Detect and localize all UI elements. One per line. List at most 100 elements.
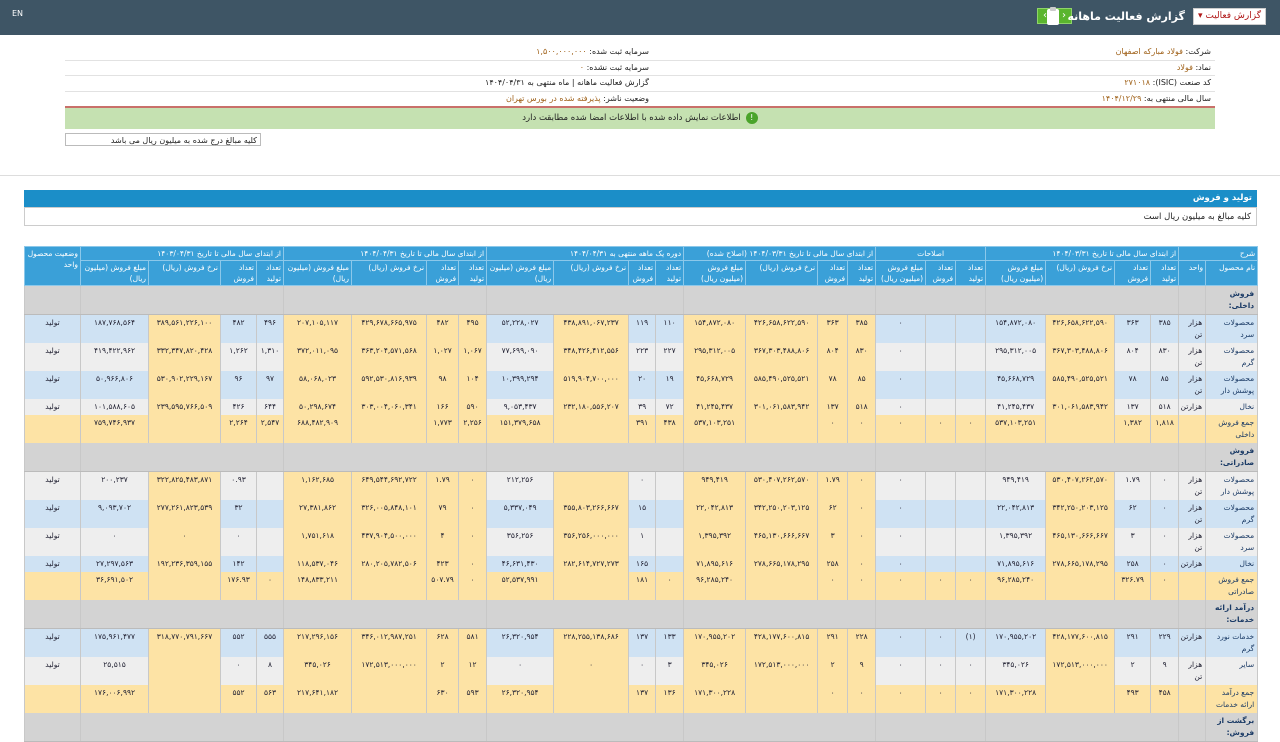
month-sales-rate-cell: ۳۵۶,۲۵۶,۰۰۰,۰۰۰ xyxy=(553,528,630,556)
correction-sales-qty-cell: ۰ xyxy=(925,657,957,685)
column-header-prod: تعداد تولید xyxy=(256,260,285,286)
corrected-sales-rate-cell: ۵۳۰,۴۰۷,۲۶۲,۵۷۰ xyxy=(745,471,819,500)
ytd-sales-qty-cell: ۱,۰۲۷ xyxy=(426,343,460,371)
month-sales-qty-cell: ۳۹ xyxy=(628,399,657,415)
corrected-production-cell: ۰ xyxy=(847,685,877,713)
prev-ytd-sales-qty-cell: ۰ xyxy=(220,657,258,685)
product-status-cell xyxy=(24,685,81,713)
month-sales-amount-cell: ۲۱۲,۲۵۶ xyxy=(486,471,555,500)
publisher-status-label: وضعیت ناشر: xyxy=(603,93,649,103)
corrected-sales-rate-cell xyxy=(745,415,819,443)
prev-ytd-sales-amount-cell: ۹,۰۹۳,۷۰۲ xyxy=(79,500,150,528)
period-production-cell: ۹ xyxy=(1150,657,1180,685)
product-status-cell: تولید xyxy=(24,314,81,343)
period-sales-qty-cell: ۱.۷۹ xyxy=(1114,471,1152,500)
corrected-sales-rate-cell xyxy=(745,572,819,600)
divider xyxy=(65,106,1215,108)
prev-ytd-sales-qty-cell: ۹۶ xyxy=(220,371,258,399)
table-row: خدمات نورد گرم هزارتن ۲۲۹ ۲۹۱ ۴۲۸,۱۷۷,۶۰۰,۸۱… xyxy=(24,628,1259,657)
corrected-sales-qty-cell: ۶۲ xyxy=(817,500,849,528)
verification-message: اطلاعات نمایش داده شده با اطلاعات امضا ش… xyxy=(522,113,741,123)
column-header-amount: مبلغ فروش (میلیون ریال) xyxy=(486,260,555,286)
period-production-cell: ۵۱۸ xyxy=(1150,399,1180,415)
prev-ytd-sales-qty-cell: ۱,۲۶۲ xyxy=(220,343,258,371)
correction-sales-qty-cell xyxy=(925,343,957,371)
prev-ytd-sales-amount-cell: ۴۱۹,۴۲۲,۹۶۲ xyxy=(79,343,150,371)
column-header-sales: تعداد فروش xyxy=(925,260,957,286)
product-name-cell: سایر xyxy=(1205,657,1259,685)
month-sales-amount-cell: ۱۵۱,۳۷۹,۶۵۸ xyxy=(486,415,555,443)
unit-cell: هزار تن xyxy=(1178,657,1207,685)
correction-sales-amount-cell: ۰ xyxy=(875,415,927,443)
correction-production-cell xyxy=(955,399,987,415)
month-sales-qty-cell: ۰ xyxy=(628,471,657,500)
ytd-production-cell: ۱۰۴ xyxy=(458,371,488,399)
page-title: گزارش فعالیت ماهانه xyxy=(1067,10,1185,23)
prev-ytd-sales-qty-cell: ۳۲ xyxy=(220,500,258,528)
corrected-production-cell: ۸۵ xyxy=(847,371,877,399)
prev-ytd-sales-amount-cell: ۳۶,۶۹۱,۵۰۲ xyxy=(79,572,150,600)
unit-cell: هزارتن xyxy=(1178,399,1207,415)
ytd-sales-qty-cell: ۶۲۸ xyxy=(426,628,460,657)
ytd-sales-qty-cell: ۴۲۳ xyxy=(426,556,460,572)
section-note: کلیه مبالغ به میلیون ریال است xyxy=(1143,212,1251,222)
group-header-desc: شرح xyxy=(1178,246,1259,261)
ytd-sales-rate-cell: ۱۷۲,۵۱۳,۰۰۰,۰۰۰ xyxy=(351,657,428,685)
corrected-sales-amount-cell: ۲۹۵,۳۱۲,۰۰۵ xyxy=(683,343,747,371)
period-production-cell: ۸۳۰ xyxy=(1150,343,1180,371)
month-sales-rate-cell xyxy=(553,572,630,600)
prev-ytd-sales-qty-cell: ۱۴۲ xyxy=(220,556,258,572)
column-header-amount: مبلغ فروش (میلیون ریال) xyxy=(79,260,150,286)
section-filler xyxy=(283,443,488,472)
month-production-cell: ۱۳۶ xyxy=(655,685,685,713)
corrected-production-cell: ۰ xyxy=(847,415,877,443)
prev-ytd-sales-rate-cell: ۳۳۲,۳۴۷,۸۲۰,۴۲۸ xyxy=(148,343,222,371)
period-production-cell: ۱,۸۱۸ xyxy=(1150,415,1180,443)
month-sales-rate-cell: ۳۵۵,۸۰۳,۲۶۶,۶۶۷ xyxy=(553,500,630,528)
group-header-corrections: اصلاحات xyxy=(875,246,987,261)
prev-ytd-sales-rate-cell: ۲۳۹,۵۹۵,۷۶۶,۵۰۹ xyxy=(148,399,222,415)
correction-sales-qty-cell xyxy=(925,371,957,399)
correction-sales-amount-cell: ۰ xyxy=(875,343,927,371)
correction-production-cell xyxy=(955,528,987,556)
prev-ytd-sales-qty-cell: ۰ xyxy=(220,528,258,556)
column-header-amount: مبلغ فروش (میلیون ریال) xyxy=(283,260,353,286)
ytd-sales-rate-cell: ۳۶۳,۲۰۴,۵۷۱,۵۶۸ xyxy=(351,343,428,371)
ytd-sales-amount-cell: ۶۸۸,۴۸۲,۹۰۹ xyxy=(283,415,353,443)
ytd-sales-rate-cell: ۳۰۳,۰۰۴,۰۶۰,۳۴۱ xyxy=(351,399,428,415)
month-production-cell xyxy=(655,556,685,572)
unit-cell: هزار تن xyxy=(1178,500,1207,528)
period-sales-rate-cell: ۳۴۲,۲۵۰,۲۰۳,۱۲۵ xyxy=(1045,500,1116,528)
month-sales-amount-cell: ۲۶,۳۲۰,۹۵۴ xyxy=(486,685,555,713)
period-sales-rate-cell: ۱۷۲,۵۱۳,۰۰۰,۰۰۰ xyxy=(1045,657,1116,685)
report-type-select[interactable]: گزارش فعالیت ▾ xyxy=(1192,8,1266,25)
period-sales-rate-cell: ۳۰۱,۰۶۱,۵۸۳,۹۴۲ xyxy=(1045,399,1116,415)
corrected-sales-amount-cell: ۲۲,۰۴۲,۸۱۳ xyxy=(683,500,747,528)
ytd-sales-rate-cell: ۲۸۰,۲۰۵,۷۸۲,۵۰۶ xyxy=(351,556,428,572)
section-filler xyxy=(486,713,685,742)
product-name-cell: جمع درآمد ارائه خدمات xyxy=(1205,685,1259,713)
correction-sales-qty-cell xyxy=(925,399,957,415)
correction-sales-amount-cell: ۰ xyxy=(875,572,927,600)
period-sales-amount-cell: ۱۵۴,۸۷۲,۰۸۰ xyxy=(985,314,1047,343)
section-filler xyxy=(985,285,1180,315)
section-label: برگشت از فروش: xyxy=(1205,713,1259,742)
clipboard-icon xyxy=(1047,6,1060,25)
period-sales-amount-cell: ۱۷۱,۳۰۰,۲۲۸ xyxy=(985,685,1047,713)
ytd-sales-rate-cell: ۳۲۶,۰۰۵,۸۴۸,۱۰۱ xyxy=(351,500,428,528)
month-sales-amount-cell: ۵۲,۵۳۷,۹۹۱ xyxy=(486,572,555,600)
language-toggle[interactable]: EN xyxy=(12,9,24,18)
section-row: درآمد ارائه خدمات: xyxy=(24,600,1259,629)
ytd-production-cell: ۵۸۱ xyxy=(458,628,488,657)
month-sales-qty-cell: ۱۱۹ xyxy=(628,314,657,343)
product-name-cell: جمع فروش صادراتی xyxy=(1205,572,1259,600)
product-name-cell: خدمات نورد گرم xyxy=(1205,628,1259,657)
table-row: محصولات پوشش دار هزار تن ۰ ۱.۷۹ ۵۳۰,۴۰۷,۲۶۲,… xyxy=(24,471,1259,500)
prev-ytd-sales-qty-cell: ۴۲۶ xyxy=(220,399,258,415)
prev-ytd-sales-amount-cell: ۱۸۷,۷۶۸,۵۶۴ xyxy=(79,314,150,343)
column-header-sales: تعداد فروش xyxy=(1114,260,1152,286)
ytd-sales-rate-cell: ۴۳۷,۹۰۴,۵۰۰,۰۰۰ xyxy=(351,528,428,556)
column-header-sales: تعداد فروش xyxy=(426,260,460,286)
ytd-sales-amount-cell: ۳۴۵,۰۲۶ xyxy=(283,657,353,685)
table-row: محصولات پوشش دار هزار تن ۸۵ ۷۸ ۵۸۵,۴۹۰,۵۲۵,۵… xyxy=(24,371,1259,399)
